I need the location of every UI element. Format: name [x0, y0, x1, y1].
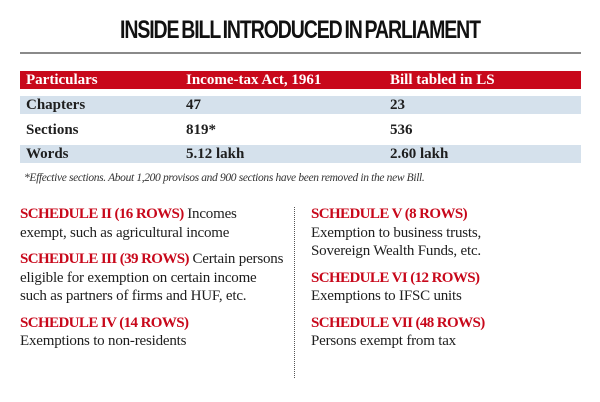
- table-row: Chapters 47 23: [20, 96, 581, 114]
- row-label: Chapters: [26, 97, 86, 113]
- table-row: Sections 819* 536: [20, 121, 581, 139]
- schedule-description: Certain persons eligible for exemption o…: [20, 251, 284, 304]
- row-label: Sections: [26, 121, 79, 138]
- row-act-value: 819*: [186, 121, 216, 138]
- page-title: INSIDE BILL INTRODUCED IN PARLIAMENT: [120, 16, 481, 44]
- schedule-item: SCHEDULE II (16 ROWS) Incomes exempt, su…: [20, 205, 285, 242]
- schedule-heading: SCHEDULE VI (12 ROWS): [311, 269, 480, 286]
- schedule-heading: SCHEDULE II (16 ROWS): [20, 206, 184, 222]
- schedules-right-column: SCHEDULE V (8 ROWS) Exemption to busines…: [311, 205, 581, 359]
- schedule-heading: SCHEDULE III (39 ROWS): [20, 251, 190, 267]
- row-act-value: 47: [186, 97, 201, 113]
- row-bill-value: 23: [390, 97, 405, 113]
- schedule-item: SCHEDULE IV (14 ROWS) Exemptions to non-…: [20, 314, 285, 351]
- column-divider: [294, 207, 295, 378]
- schedule-item: SCHEDULE VI (12 ROWS) Exemptions to IFSC…: [311, 269, 581, 306]
- header-particulars: Particulars: [26, 72, 98, 88]
- schedule-item: SCHEDULE III (39 ROWS) Certain persons e…: [20, 250, 285, 306]
- schedule-heading: SCHEDULE V (8 ROWS): [311, 206, 468, 222]
- schedule-heading: SCHEDULE VII (48 ROWS): [311, 314, 485, 331]
- row-act-value: 5.12 lakh: [186, 146, 245, 162]
- table-footnote: *Effective sections. About 1,200 proviso…: [24, 172, 425, 184]
- table-header-row: Particulars Income-tax Act, 1961 Bill ta…: [20, 71, 581, 89]
- table-row: Words 5.12 lakh 2.60 lakh: [20, 145, 581, 163]
- schedule-description: Exemption to business trusts, Sovereign …: [311, 224, 482, 260]
- schedule-description: Incomes exempt, such as agricultural inc…: [20, 206, 237, 241]
- title-divider: [20, 52, 581, 54]
- schedule-description: Exemptions to IFSC units: [311, 288, 462, 304]
- row-bill-value: 536: [390, 121, 413, 138]
- row-label: Words: [26, 146, 69, 162]
- schedule-item: SCHEDULE VII (48 ROWS) Persons exempt fr…: [311, 314, 581, 351]
- schedule-item: SCHEDULE V (8 ROWS) Exemption to busines…: [311, 205, 581, 261]
- header-bill-tabled: Bill tabled in LS: [390, 72, 495, 88]
- comparison-table: Particulars Income-tax Act, 1961 Bill ta…: [20, 71, 581, 170]
- schedules-left-column: SCHEDULE II (16 ROWS) Incomes exempt, su…: [20, 205, 285, 359]
- schedule-description: Persons exempt from tax: [311, 333, 456, 349]
- schedule-heading: SCHEDULE IV (14 ROWS): [20, 314, 189, 331]
- schedule-description: Exemptions to non-residents: [20, 333, 187, 349]
- header-income-tax-act: Income-tax Act, 1961: [186, 72, 322, 88]
- row-bill-value: 2.60 lakh: [390, 146, 449, 162]
